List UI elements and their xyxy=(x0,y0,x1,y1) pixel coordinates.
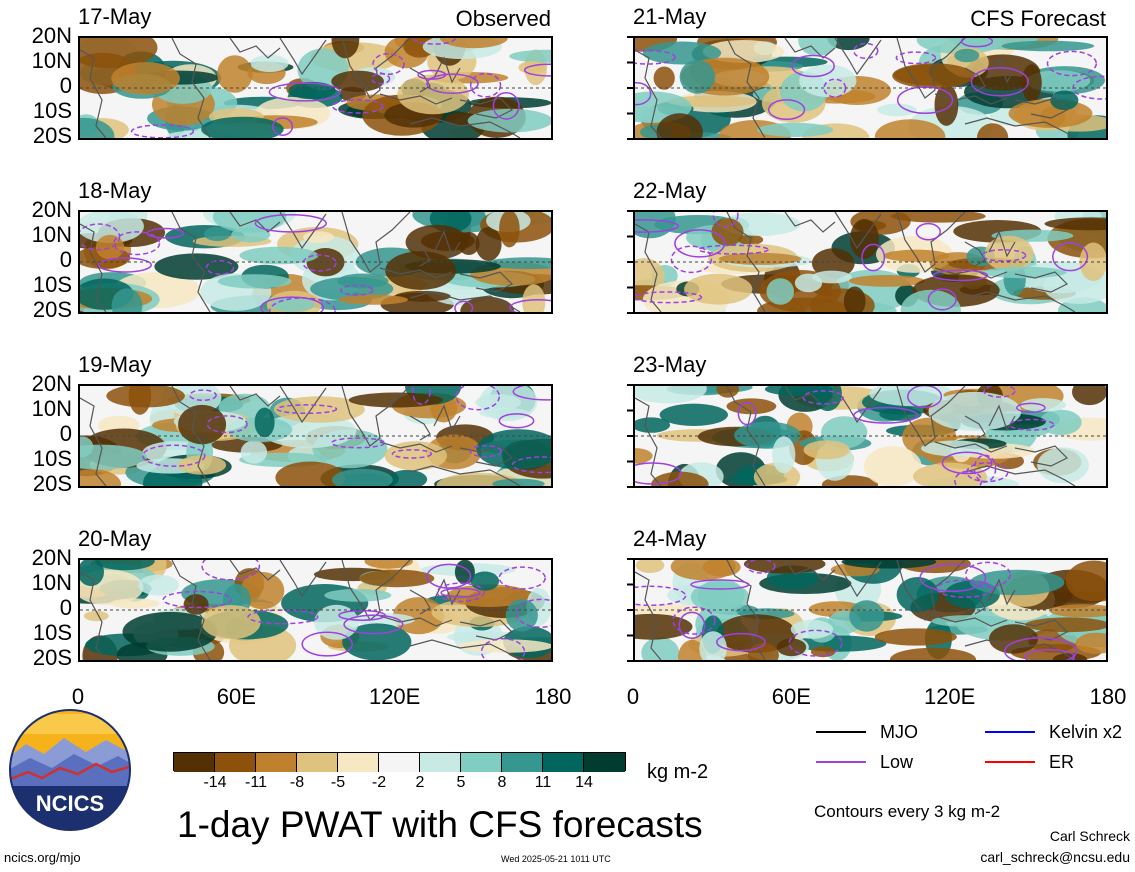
lat-label: 10S xyxy=(32,272,72,297)
lat-label: 0 xyxy=(59,73,72,98)
colorbar-tick-label: 8 xyxy=(497,774,507,791)
lat-label: 10N xyxy=(31,570,72,595)
panel-date-17-may: 17-May xyxy=(78,4,152,29)
colorbar-swatch xyxy=(584,753,625,772)
legend-label: ER xyxy=(1049,752,1075,772)
pwat-map-22-may xyxy=(633,210,1108,314)
colorbar-tick-label: -5 xyxy=(330,774,346,791)
legend-label: Kelvin x2 xyxy=(1049,722,1123,742)
legend-label: Low xyxy=(880,752,914,772)
lon-label: 60E xyxy=(771,684,811,709)
lat-ticks xyxy=(627,558,635,667)
logo-text: NCICS xyxy=(36,791,104,816)
lat-label: 10N xyxy=(31,48,72,73)
lat-label: 10S xyxy=(32,98,72,123)
lat-label: 20S xyxy=(32,645,72,670)
lon-label: 120E xyxy=(368,684,421,709)
lat-label: 20N xyxy=(31,23,72,48)
lat-label: 10S xyxy=(32,446,72,471)
colorbar-tick-label: -14 xyxy=(203,774,227,791)
panel-date-20-may: 20-May xyxy=(78,526,152,551)
pwat-map-17-may xyxy=(78,36,553,140)
colorbar-swatch xyxy=(338,753,379,772)
colorbar-swatch xyxy=(297,753,338,772)
panel-date-24-may: 24-May xyxy=(633,526,707,551)
lat-ticks xyxy=(627,384,635,493)
colorbar-swatch xyxy=(256,753,297,772)
lat-label: 20S xyxy=(32,471,72,496)
legend-line-mjo xyxy=(816,731,866,733)
colorbar-swatch xyxy=(461,753,502,772)
lon-label: 180 xyxy=(1089,684,1127,709)
colorbar-tick-label: 5 xyxy=(456,774,466,791)
source-url[interactable]: ncics.org/mjo xyxy=(4,850,81,865)
pwat-map-20-may xyxy=(78,558,553,662)
figure-title: 1-day PWAT with CFS forecasts xyxy=(177,804,703,845)
lat-label: 0 xyxy=(59,247,72,272)
lat-label: 10N xyxy=(31,396,72,421)
forecast-label: CFS Forecast xyxy=(970,6,1106,31)
colorbar-swatch xyxy=(215,753,256,772)
lon-label: 60E xyxy=(216,684,256,709)
lat-label: 20S xyxy=(32,297,72,322)
lat-label: 20N xyxy=(31,545,72,570)
lat-label: 20N xyxy=(31,371,72,396)
colorbar-tick-label: 11 xyxy=(534,774,552,791)
colorbar-swatch xyxy=(379,753,420,772)
lon-label: 120E xyxy=(923,684,976,709)
legend-line-er xyxy=(985,761,1035,763)
lon-label: 0 xyxy=(626,684,640,709)
pwat-map-23-may xyxy=(633,384,1108,488)
pwat-map-21-may xyxy=(633,36,1108,140)
colorbar-swatch xyxy=(174,753,215,772)
legend-label: MJO xyxy=(880,722,918,742)
colorbar-tick-label: 14 xyxy=(575,774,593,791)
colorbar xyxy=(173,752,626,772)
pwat-map-24-may xyxy=(633,558,1108,662)
colorbar-tick-label: -8 xyxy=(289,774,305,791)
colorbar-tick-label: -2 xyxy=(371,774,387,791)
lon-label: 0 xyxy=(71,684,85,709)
lat-label: 0 xyxy=(59,421,72,446)
lat-label: 20N xyxy=(31,197,72,222)
panel-date-23-may: 23-May xyxy=(633,352,707,377)
lon-label: 180 xyxy=(534,684,572,709)
panel-date-18-may: 18-May xyxy=(78,178,152,203)
legend-line-low xyxy=(816,761,866,763)
pwat-map-19-may xyxy=(78,384,553,488)
lat-label: 0 xyxy=(59,595,72,620)
colorbar-swatch xyxy=(502,753,543,772)
lat-ticks xyxy=(627,36,635,145)
author-email[interactable]: carl_schreck@ncsu.edu xyxy=(980,849,1130,865)
lat-label: 10N xyxy=(31,222,72,247)
colorbar-swatch xyxy=(543,753,584,772)
timestamp: Wed 2025-05-21 1011 UTC xyxy=(501,854,611,864)
colorbar-swatch xyxy=(420,753,461,772)
panel-date-22-may: 22-May xyxy=(633,178,707,203)
lat-ticks xyxy=(627,210,635,319)
lat-label: 10S xyxy=(32,620,72,645)
colorbar-tick-label: -11 xyxy=(245,774,267,791)
observed-label: Observed xyxy=(455,6,551,31)
panel-date-21-may: 21-May xyxy=(633,4,707,29)
ncics-logo: NCICS xyxy=(8,708,132,832)
author-name: Carl Schreck xyxy=(1049,828,1130,844)
panel-date-19-may: 19-May xyxy=(78,352,152,377)
contour-note: Contours every 3 kg m-2 xyxy=(814,802,1001,821)
units-label: kg m-2 xyxy=(647,761,709,783)
legend-line-kelvin-x2 xyxy=(985,731,1035,733)
colorbar-tick-label: 2 xyxy=(415,774,425,791)
lat-label: 20S xyxy=(32,123,72,148)
pwat-map-18-may xyxy=(78,210,553,314)
